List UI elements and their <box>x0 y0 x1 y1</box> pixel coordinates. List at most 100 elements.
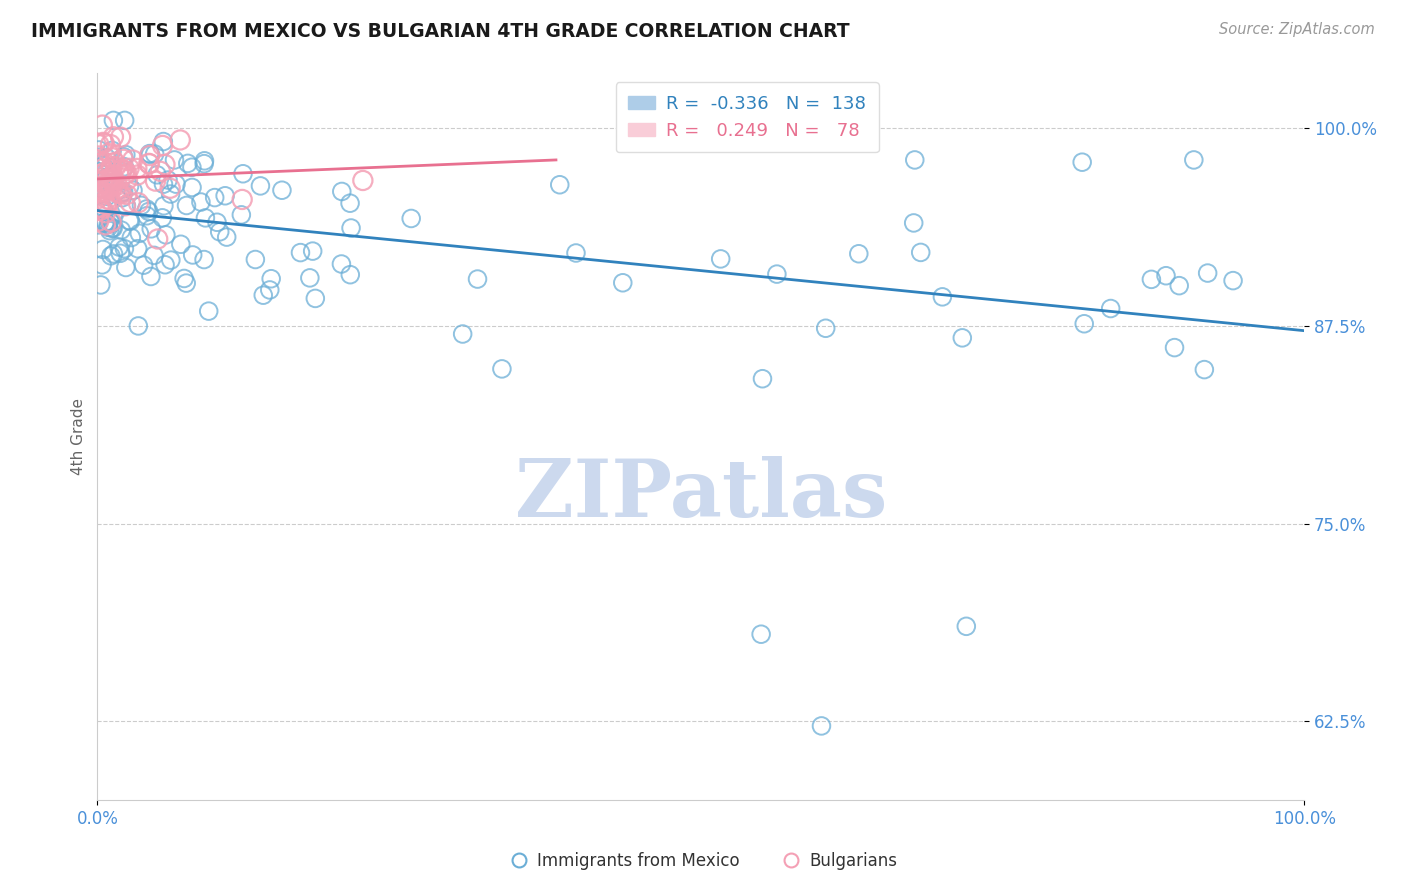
Point <box>135 209 157 223</box>
Point <box>910 245 932 260</box>
Point <box>751 372 773 386</box>
Point <box>159 186 181 201</box>
Point <box>204 191 226 205</box>
Point <box>193 153 215 168</box>
Point <box>260 271 283 285</box>
Point <box>245 252 267 267</box>
Point <box>101 221 124 235</box>
Point <box>91 258 114 272</box>
Point <box>180 160 202 174</box>
Point <box>89 150 111 164</box>
Point <box>214 188 236 202</box>
Point <box>208 225 231 239</box>
Point <box>339 196 361 211</box>
Point <box>114 147 136 161</box>
Point <box>89 165 111 179</box>
Point <box>93 156 115 170</box>
Point <box>96 198 118 212</box>
Point <box>252 288 274 302</box>
Point <box>100 162 122 177</box>
Point <box>112 153 135 167</box>
Point <box>111 163 134 178</box>
Point <box>90 277 112 292</box>
Point <box>114 113 136 128</box>
Point <box>87 200 110 214</box>
Point <box>98 214 121 228</box>
Point <box>170 237 193 252</box>
Point <box>90 175 112 189</box>
Point <box>93 203 115 218</box>
Point <box>548 178 571 192</box>
Point <box>181 180 204 194</box>
Point <box>89 203 111 218</box>
Point <box>98 181 121 195</box>
Point <box>111 162 134 177</box>
Point <box>153 199 176 213</box>
Point <box>118 161 141 176</box>
Point <box>90 182 112 196</box>
Point <box>903 216 925 230</box>
Point <box>1222 274 1244 288</box>
Point <box>111 191 134 205</box>
Point <box>565 246 588 260</box>
Legend: Immigrants from Mexico, Bulgarians: Immigrants from Mexico, Bulgarians <box>502 846 904 877</box>
Point <box>138 157 160 171</box>
Point <box>110 130 132 145</box>
Point <box>94 215 117 229</box>
Point <box>100 178 122 193</box>
Point <box>111 186 134 200</box>
Point <box>138 148 160 162</box>
Point <box>94 165 117 179</box>
Point <box>112 185 135 199</box>
Legend: R =  -0.336   N =  138, R =   0.249   N =   78: R = -0.336 N = 138, R = 0.249 N = 78 <box>616 82 879 153</box>
Point <box>103 171 125 186</box>
Point <box>118 214 141 228</box>
Point <box>848 246 870 260</box>
Point <box>100 215 122 229</box>
Point <box>87 214 110 228</box>
Point <box>114 199 136 213</box>
Point <box>150 211 173 225</box>
Point <box>101 177 124 191</box>
Point <box>146 232 169 246</box>
Point <box>98 170 121 185</box>
Point <box>138 204 160 219</box>
Point <box>173 271 195 285</box>
Point <box>115 199 138 213</box>
Point <box>165 177 187 191</box>
Point <box>135 202 157 216</box>
Point <box>749 627 772 641</box>
Point <box>339 268 361 282</box>
Point <box>249 178 271 193</box>
Point <box>955 619 977 633</box>
Point <box>467 272 489 286</box>
Point <box>152 177 174 191</box>
Point <box>117 172 139 186</box>
Point <box>87 218 110 232</box>
Point <box>143 248 166 262</box>
Point <box>120 230 142 244</box>
Point <box>105 186 128 200</box>
Point <box>101 144 124 158</box>
Point <box>271 183 294 197</box>
Point <box>330 185 353 199</box>
Point <box>163 153 186 167</box>
Point <box>181 248 204 262</box>
Point <box>153 258 176 272</box>
Point <box>101 216 124 230</box>
Point <box>904 153 927 167</box>
Point <box>153 157 176 171</box>
Point <box>108 240 131 254</box>
Point <box>89 157 111 171</box>
Point <box>96 189 118 203</box>
Point <box>1073 317 1095 331</box>
Point <box>766 267 789 281</box>
Point <box>340 221 363 235</box>
Point <box>139 269 162 284</box>
Point <box>110 223 132 237</box>
Point <box>152 135 174 149</box>
Point <box>91 161 114 176</box>
Point <box>298 271 321 285</box>
Point <box>96 151 118 165</box>
Point <box>100 194 122 208</box>
